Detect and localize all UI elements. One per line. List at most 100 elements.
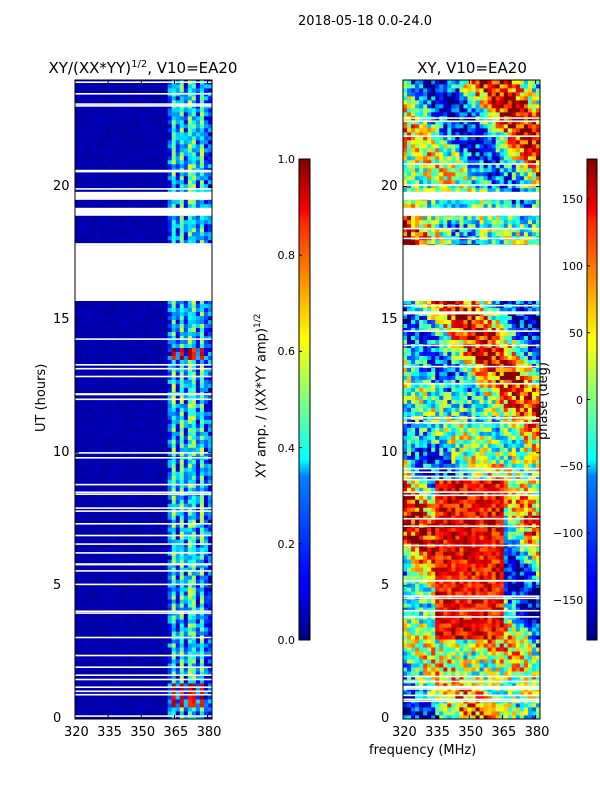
heatmap-cell (147, 555, 152, 560)
heatmap-cell (115, 475, 120, 480)
heatmap-cell (151, 507, 156, 512)
heatmap-cell (103, 347, 108, 352)
heatmap-cell (87, 555, 92, 560)
heatmap-cell (127, 387, 132, 392)
heatmap-cell (127, 163, 132, 169)
heatmap-cell (143, 571, 148, 576)
heatmap-cell (91, 683, 96, 688)
heatmap-cell (99, 395, 104, 400)
heatmap-cell (111, 223, 116, 229)
heatmap-cell (107, 599, 112, 604)
heatmap-cell (151, 443, 156, 448)
heatmap-cell (187, 331, 193, 336)
heatmap-cell (131, 139, 136, 145)
heatmap-cell (187, 399, 193, 404)
heatmap-cell (147, 667, 152, 672)
heatmap-cell (175, 179, 181, 185)
heatmap-cell (191, 231, 197, 237)
heatmap-cell (143, 411, 148, 416)
heatmap-cell (79, 151, 84, 157)
heatmap-cell (203, 691, 209, 696)
heatmap-cell (183, 415, 189, 420)
heatmap-cell (147, 495, 152, 500)
heatmap-cell (119, 403, 124, 408)
heatmap-cell (135, 347, 140, 352)
heatmap-cell (123, 203, 128, 209)
heatmap-cell (199, 223, 205, 229)
heatmap-cell (155, 555, 161, 560)
heatmap-cell (91, 523, 96, 528)
heatmap-cell (183, 327, 189, 332)
heatmap-cell (167, 679, 173, 684)
heatmap-cell (147, 383, 152, 388)
heatmap-cell (151, 687, 156, 692)
heatmap-cell (203, 307, 209, 313)
heatmap-cell (191, 175, 197, 181)
heatmap-cell (183, 687, 189, 692)
heatmap-cell (207, 371, 213, 376)
heatmap-cell (103, 387, 108, 392)
heatmap-cell (115, 363, 120, 368)
heatmap-cell (99, 559, 104, 564)
heatmap-cell (159, 135, 165, 141)
heatmap-cell (191, 711, 197, 716)
heatmap-cell (187, 371, 193, 376)
heatmap-cell (83, 359, 88, 364)
heatmap-cell (171, 487, 177, 492)
heatmap-cell (187, 183, 193, 189)
heatmap-cell (195, 431, 201, 436)
heatmap-cell (95, 323, 100, 329)
heatmap-cell (103, 151, 108, 157)
heatmap-cell (159, 667, 165, 672)
heatmap-cell (199, 143, 205, 149)
heatmap-cell (87, 495, 92, 500)
heatmap-cell (167, 643, 173, 648)
heatmap-cell (179, 511, 185, 516)
heatmap-cell (151, 359, 156, 364)
heatmap-cell (135, 371, 140, 376)
heatmap-cell (79, 535, 84, 540)
heatmap-cell (179, 703, 185, 708)
heatmap-cell (135, 223, 140, 229)
heatmap-cell (91, 563, 96, 568)
heatmap-cell (175, 311, 181, 317)
heatmap-cell (111, 131, 116, 137)
heatmap-cell (95, 615, 100, 620)
heatmap-cell (139, 543, 144, 548)
heatmap-cell (207, 699, 213, 704)
heatmap-cell (123, 559, 128, 564)
heatmap-cell (79, 159, 84, 165)
heatmap-cell (187, 691, 193, 696)
heatmap-cell (87, 487, 92, 492)
heatmap-cell (155, 503, 161, 508)
heatmap-cell (147, 343, 152, 348)
heatmap-cell (111, 355, 116, 360)
heatmap-cell (167, 715, 173, 720)
heatmap-cell (187, 335, 193, 340)
heatmap-cell (151, 475, 156, 480)
heatmap-cell (75, 323, 80, 329)
heatmap-cell (131, 567, 136, 572)
heatmap-cell (163, 143, 169, 149)
heatmap-cell (171, 659, 177, 664)
heatmap-cell (167, 379, 173, 384)
heatmap-cell (127, 683, 132, 688)
heatmap-cell (107, 703, 112, 708)
heatmap-cell (187, 715, 193, 720)
heatmap-cell (75, 299, 80, 305)
heatmap-cell (103, 171, 108, 177)
heatmap-cell (207, 427, 213, 432)
heatmap-cell (179, 159, 185, 165)
heatmap-cell (119, 179, 124, 185)
heatmap-cell (95, 351, 100, 356)
heatmap-cell (107, 423, 112, 428)
heatmap-cell (159, 651, 165, 656)
heatmap-cell (107, 619, 112, 624)
heatmap-cell (75, 607, 80, 612)
heatmap-cell (111, 403, 116, 408)
heatmap-cell (179, 599, 185, 604)
heatmap-cell (139, 659, 144, 664)
heatmap-cell (91, 423, 96, 428)
heatmap-cell (91, 323, 96, 329)
heatmap-cell (91, 627, 96, 632)
